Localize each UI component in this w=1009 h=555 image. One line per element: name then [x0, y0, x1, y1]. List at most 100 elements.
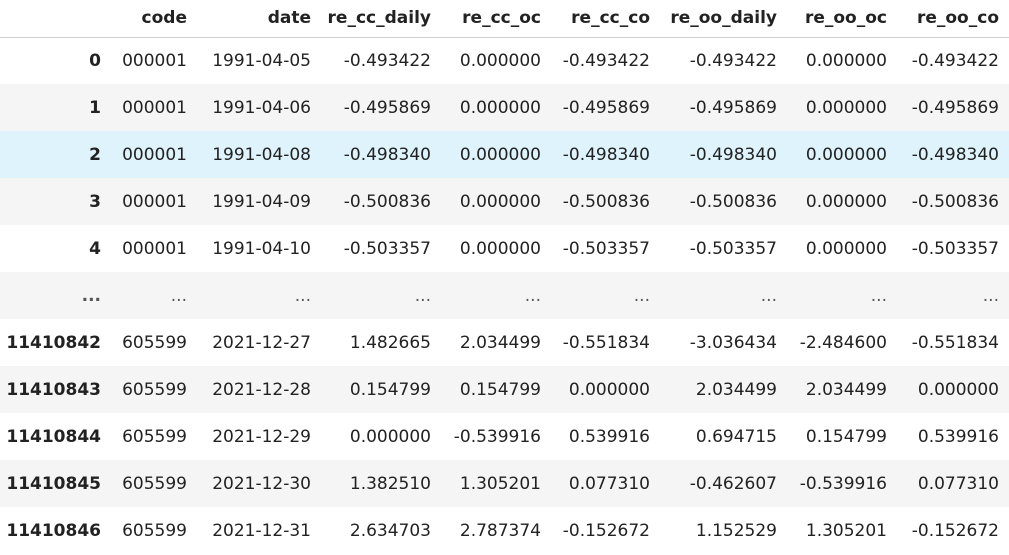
- table-row: 11410843 605599 2021-12-28 0.154799 0.154799…: [0, 366, 1009, 413]
- table-cell: -0.462607: [689, 473, 777, 494]
- table-cell: -0.498340: [911, 144, 999, 165]
- table-cell: 2.034499: [459, 332, 541, 353]
- row-index: 11410845: [6, 473, 101, 494]
- table-cell: 0.694715: [695, 426, 777, 447]
- table-cell: 2.787374: [459, 520, 541, 541]
- column-header: re_oo_oc: [787, 0, 897, 38]
- table-cell: 0.539916: [917, 426, 999, 447]
- column-header: re_oo_daily: [660, 0, 787, 38]
- table-cell: -0.500836: [689, 191, 777, 212]
- table-cell: ...: [870, 285, 887, 306]
- table-cell: 0.000000: [805, 97, 887, 118]
- table-cell: -0.539916: [453, 426, 541, 447]
- table-cell: -0.493422: [562, 50, 650, 71]
- table-row: 11410846 605599 2021-12-31 2.634703 2.787374…: [0, 507, 1009, 554]
- table-cell: 1991-04-05: [212, 50, 311, 71]
- row-index: 11410844: [6, 426, 101, 447]
- table-cell: 1.482665: [349, 332, 431, 353]
- table-cell: -0.498340: [689, 144, 777, 165]
- table-cell: -0.503357: [689, 238, 777, 259]
- row-index: ...: [81, 285, 101, 306]
- table-header: code date re_cc_daily re_cc_oc re_cc_co …: [0, 0, 1009, 38]
- table-cell: 1991-04-06: [212, 97, 311, 118]
- row-index: 0: [89, 50, 101, 71]
- table-cell: -0.503357: [343, 238, 431, 259]
- table-cell: -0.498340: [343, 144, 431, 165]
- table-row: 4 000001 1991-04-10 -0.503357 0.000000 -0.503…: [0, 225, 1009, 272]
- table-cell: 1.382510: [349, 473, 431, 494]
- table-row: 11410844 605599 2021-12-29 0.000000 -0.53991…: [0, 413, 1009, 460]
- table-cell: 0.077310: [917, 473, 999, 494]
- table-cell: 2021-12-30: [212, 473, 311, 494]
- table-cell: 000001: [122, 238, 187, 259]
- table-cell: 0.000000: [805, 191, 887, 212]
- table-cell: 2021-12-28: [212, 379, 311, 400]
- header-row: code date re_cc_daily re_cc_oc re_cc_co …: [0, 0, 1009, 38]
- table-cell: 0.539916: [568, 426, 650, 447]
- table-cell: 0.154799: [805, 426, 887, 447]
- table-cell: 1.305201: [459, 473, 541, 494]
- table-row: 2 000001 1991-04-08 -0.498340 0.000000 -0.498…: [0, 131, 1009, 178]
- table-cell: 0.000000: [459, 97, 541, 118]
- table-cell: 2021-12-27: [212, 332, 311, 353]
- table-cell: ...: [170, 285, 187, 306]
- table-cell: ...: [633, 285, 650, 306]
- table-cell: -0.503357: [562, 238, 650, 259]
- table-row: 11410845 605599 2021-12-30 1.382510 1.305201…: [0, 460, 1009, 507]
- table-cell: ...: [294, 285, 311, 306]
- table-cell: 0.000000: [349, 426, 431, 447]
- table-cell: 0.154799: [459, 379, 541, 400]
- table-cell: -0.493422: [911, 50, 999, 71]
- table-cell: 605599: [122, 473, 187, 494]
- table-cell: 605599: [122, 332, 187, 353]
- row-index: 1: [89, 97, 101, 118]
- table-cell: -0.493422: [689, 50, 777, 71]
- table-cell: 000001: [122, 97, 187, 118]
- table-cell: -0.500836: [343, 191, 431, 212]
- table-cell: 2021-12-29: [212, 426, 311, 447]
- table-cell: 0.000000: [917, 379, 999, 400]
- table-row: 1 000001 1991-04-06 -0.495869 0.000000 -0.495…: [0, 84, 1009, 131]
- column-header: code: [111, 0, 197, 38]
- table-cell: -0.500836: [911, 191, 999, 212]
- table-cell: 605599: [122, 426, 187, 447]
- table-cell: 0.154799: [349, 379, 431, 400]
- table-cell: 1991-04-08: [212, 144, 311, 165]
- table-cell: ...: [524, 285, 541, 306]
- table-cell: -3.036434: [689, 332, 777, 353]
- table-cell: 0.000000: [805, 238, 887, 259]
- table-row: 3 000001 1991-04-09 -0.500836 0.000000 -0.500…: [0, 178, 1009, 225]
- index-header: [0, 0, 111, 38]
- table-cell: 0.077310: [568, 473, 650, 494]
- table-cell: 000001: [122, 144, 187, 165]
- table-cell: -0.503357: [911, 238, 999, 259]
- table-cell: -0.500836: [562, 191, 650, 212]
- row-index: 3: [89, 191, 101, 212]
- column-header: re_cc_co: [551, 0, 660, 38]
- table-cell: 0.000000: [805, 50, 887, 71]
- row-index: 11410842: [6, 332, 101, 353]
- table-cell: 605599: [122, 520, 187, 541]
- table-cell: ...: [760, 285, 777, 306]
- table-cell: 0.000000: [805, 144, 887, 165]
- table-cell: -0.495869: [911, 97, 999, 118]
- table-cell: 0.000000: [459, 238, 541, 259]
- table-cell: 1991-04-10: [212, 238, 311, 259]
- table-cell: -0.493422: [343, 50, 431, 71]
- column-header: re_cc_oc: [441, 0, 551, 38]
- table-cell: 1.152529: [695, 520, 777, 541]
- column-header: re_cc_daily: [321, 0, 441, 38]
- table-cell: 2021-12-31: [212, 520, 311, 541]
- table-cell: -2.484600: [799, 332, 887, 353]
- table-cell: 0.000000: [568, 379, 650, 400]
- table-cell: 000001: [122, 191, 187, 212]
- table-cell: -0.551834: [562, 332, 650, 353]
- column-header: re_oo_co: [897, 0, 1009, 38]
- table-cell: -0.495869: [343, 97, 431, 118]
- table-cell: 1.305201: [805, 520, 887, 541]
- table-row: 0 000001 1991-04-05 -0.493422 0.000000 -0.493…: [0, 37, 1009, 84]
- table-cell: 0.000000: [459, 191, 541, 212]
- column-header: date: [197, 0, 321, 38]
